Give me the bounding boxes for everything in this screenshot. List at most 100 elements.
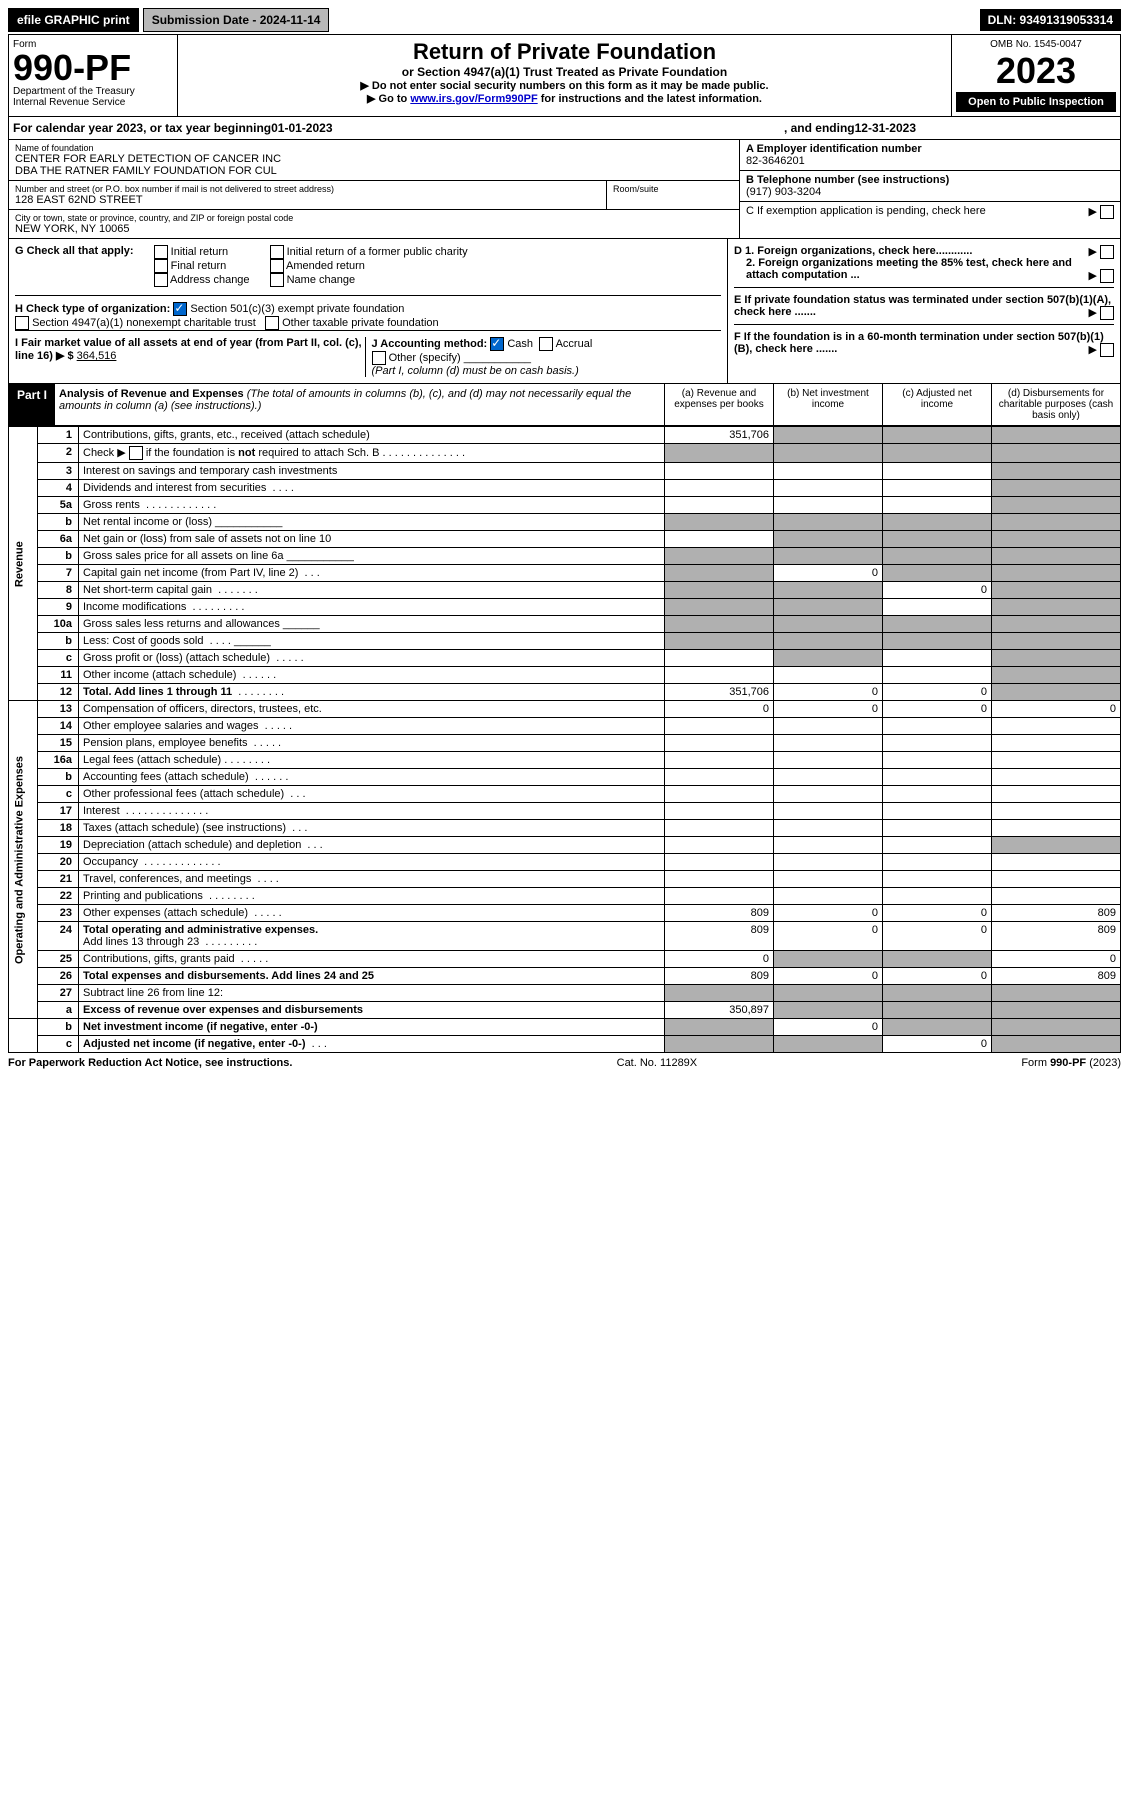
paperwork-notice: For Paperwork Reduction Act Notice, see … <box>8 1057 292 1069</box>
line-20: Occupancy . . . . . . . . . . . . . <box>79 854 665 871</box>
i-label: I Fair market value of all assets at end… <box>15 337 362 362</box>
j-other-checkbox[interactable] <box>372 351 386 365</box>
g-initial-checkbox[interactable] <box>154 245 168 259</box>
h-4947-checkbox[interactable] <box>15 316 29 330</box>
city-state-zip: NEW YORK, NY 10065 <box>15 223 733 235</box>
line-5a: Gross rents . . . . . . . . . . . . <box>79 497 665 514</box>
col-a-header: (a) Revenue and expenses per books <box>664 384 773 425</box>
line-15: Pension plans, employee benefits . . . .… <box>79 735 665 752</box>
line-23-d: 809 <box>992 905 1121 922</box>
year-end: 12-31-2023 <box>855 121 916 135</box>
part1-header-row: Part I Analysis of Revenue and Expenses … <box>8 384 1121 426</box>
j-cash-checkbox[interactable] <box>490 337 504 351</box>
c-checkbox[interactable] <box>1100 205 1114 219</box>
h-other-checkbox[interactable] <box>265 316 279 330</box>
line-24: Total operating and administrative expen… <box>79 922 665 951</box>
d1-checkbox[interactable] <box>1100 245 1114 259</box>
c-label: C If exemption application is pending, c… <box>746 205 986 217</box>
checks-section: G Check all that apply: Initial return F… <box>8 239 1121 384</box>
line-12-a: 351,706 <box>665 684 774 701</box>
line-18: Taxes (attach schedule) (see instruction… <box>79 820 665 837</box>
line-25-a: 0 <box>665 951 774 968</box>
schb-checkbox[interactable] <box>129 446 143 460</box>
g-amended-checkbox[interactable] <box>270 259 284 273</box>
city-label: City or town, state or province, country… <box>15 213 733 223</box>
line-23-b: 0 <box>774 905 883 922</box>
room-label: Room/suite <box>613 184 733 194</box>
line-8-c: 0 <box>883 582 992 599</box>
line-27c: Adjusted net income (if negative, enter … <box>79 1036 665 1053</box>
e-checkbox[interactable] <box>1100 306 1114 320</box>
line-12-b: 0 <box>774 684 883 701</box>
line-24-b: 0 <box>774 922 883 951</box>
line-16b: Accounting fees (attach schedule) . . . … <box>79 769 665 786</box>
line-7: Capital gain net income (from Part IV, l… <box>79 565 665 582</box>
revenue-label: Revenue <box>9 427 38 701</box>
line-1: Contributions, gifts, grants, etc., rece… <box>79 427 665 444</box>
line-13-b: 0 <box>774 701 883 718</box>
line-19: Depreciation (attach schedule) and deple… <box>79 837 665 854</box>
i-value: 364,516 <box>77 350 117 362</box>
note-ssn: ▶ Do not enter social security numbers o… <box>182 79 947 92</box>
line-2: Check ▶ if the foundation is not require… <box>79 444 665 463</box>
submission-date: Submission Date - 2024-11-14 <box>143 8 330 32</box>
col-c-header: (c) Adjusted net income <box>882 384 991 425</box>
d2-label: 2. Foreign organizations meeting the 85%… <box>746 257 1072 281</box>
form-number: 990-PF <box>13 50 173 86</box>
name-label: Name of foundation <box>15 143 733 153</box>
part1-table: Revenue 1Contributions, gifts, grants, e… <box>8 426 1121 1053</box>
line-26-a: 809 <box>665 968 774 985</box>
line-10b: Less: Cost of goods sold . . . . ______ <box>79 633 665 650</box>
g-address-checkbox[interactable] <box>154 273 168 287</box>
j-accrual-checkbox[interactable] <box>539 337 553 351</box>
line-21: Travel, conferences, and meetings . . . … <box>79 871 665 888</box>
g-name-checkbox[interactable] <box>270 273 284 287</box>
f-checkbox[interactable] <box>1100 343 1114 357</box>
h-501c3-checkbox[interactable] <box>173 302 187 316</box>
line-10c: Gross profit or (loss) (attach schedule)… <box>79 650 665 667</box>
line-25: Contributions, gifts, grants paid . . . … <box>79 951 665 968</box>
g-final-checkbox[interactable] <box>154 259 168 273</box>
line-27a: Excess of revenue over expenses and disb… <box>79 1002 665 1019</box>
col-d-header: (d) Disbursements for charitable purpose… <box>991 384 1120 425</box>
g-initial-former-checkbox[interactable] <box>270 245 284 259</box>
h-label: H Check type of organization: <box>15 303 170 315</box>
d2-checkbox[interactable] <box>1100 269 1114 283</box>
line-14: Other employee salaries and wages . . . … <box>79 718 665 735</box>
line-27b: Net investment income (if negative, ente… <box>79 1019 665 1036</box>
instructions-link[interactable]: www.irs.gov/Form990PF <box>410 93 537 105</box>
foundation-name-1: CENTER FOR EARLY DETECTION OF CANCER INC <box>15 153 733 165</box>
line-16a: Legal fees (attach schedule) . . . . . .… <box>79 752 665 769</box>
j-label: J Accounting method: <box>372 338 488 350</box>
line-23-c: 0 <box>883 905 992 922</box>
line-12-c: 0 <box>883 684 992 701</box>
line-24-d: 809 <box>992 922 1121 951</box>
e-label: E If private foundation status was termi… <box>734 294 1111 318</box>
form-title: Return of Private Foundation <box>182 39 947 65</box>
phone: (917) 903-3204 <box>746 186 1114 198</box>
year-begin: 01-01-2023 <box>271 121 332 135</box>
cat-no: Cat. No. 11289X <box>292 1057 1021 1069</box>
form-subtitle: or Section 4947(a)(1) Trust Treated as P… <box>182 65 947 79</box>
line-25-d: 0 <box>992 951 1121 968</box>
line-26-d: 809 <box>992 968 1121 985</box>
line-13-a: 0 <box>665 701 774 718</box>
line-4: Dividends and interest from securities .… <box>79 480 665 497</box>
line-27: Subtract line 26 from line 12: <box>79 985 665 1002</box>
line-26-b: 0 <box>774 968 883 985</box>
addr-label: Number and street (or P.O. box number if… <box>15 184 600 194</box>
line-12: Total. Add lines 1 through 11 . . . . . … <box>79 684 665 701</box>
foundation-name-2: DBA THE RATNER FAMILY FOUNDATION FOR CUL <box>15 165 733 177</box>
calendar-year-row: For calendar year 2023, or tax year begi… <box>8 117 1121 140</box>
line-7-b: 0 <box>774 565 883 582</box>
entity-info: Name of foundation CENTER FOR EARLY DETE… <box>8 140 1121 239</box>
efile-button[interactable]: efile GRAPHIC print <box>8 8 139 32</box>
line-24-c: 0 <box>883 922 992 951</box>
line-27c-c: 0 <box>883 1036 992 1053</box>
line-16c: Other professional fees (attach schedule… <box>79 786 665 803</box>
col-b-header: (b) Net investment income <box>773 384 882 425</box>
tax-year: 2023 <box>956 50 1116 92</box>
form-ref: Form 990-PF (2023) <box>1021 1057 1121 1069</box>
line-23-a: 809 <box>665 905 774 922</box>
dln: DLN: 93491319053314 <box>980 9 1121 31</box>
